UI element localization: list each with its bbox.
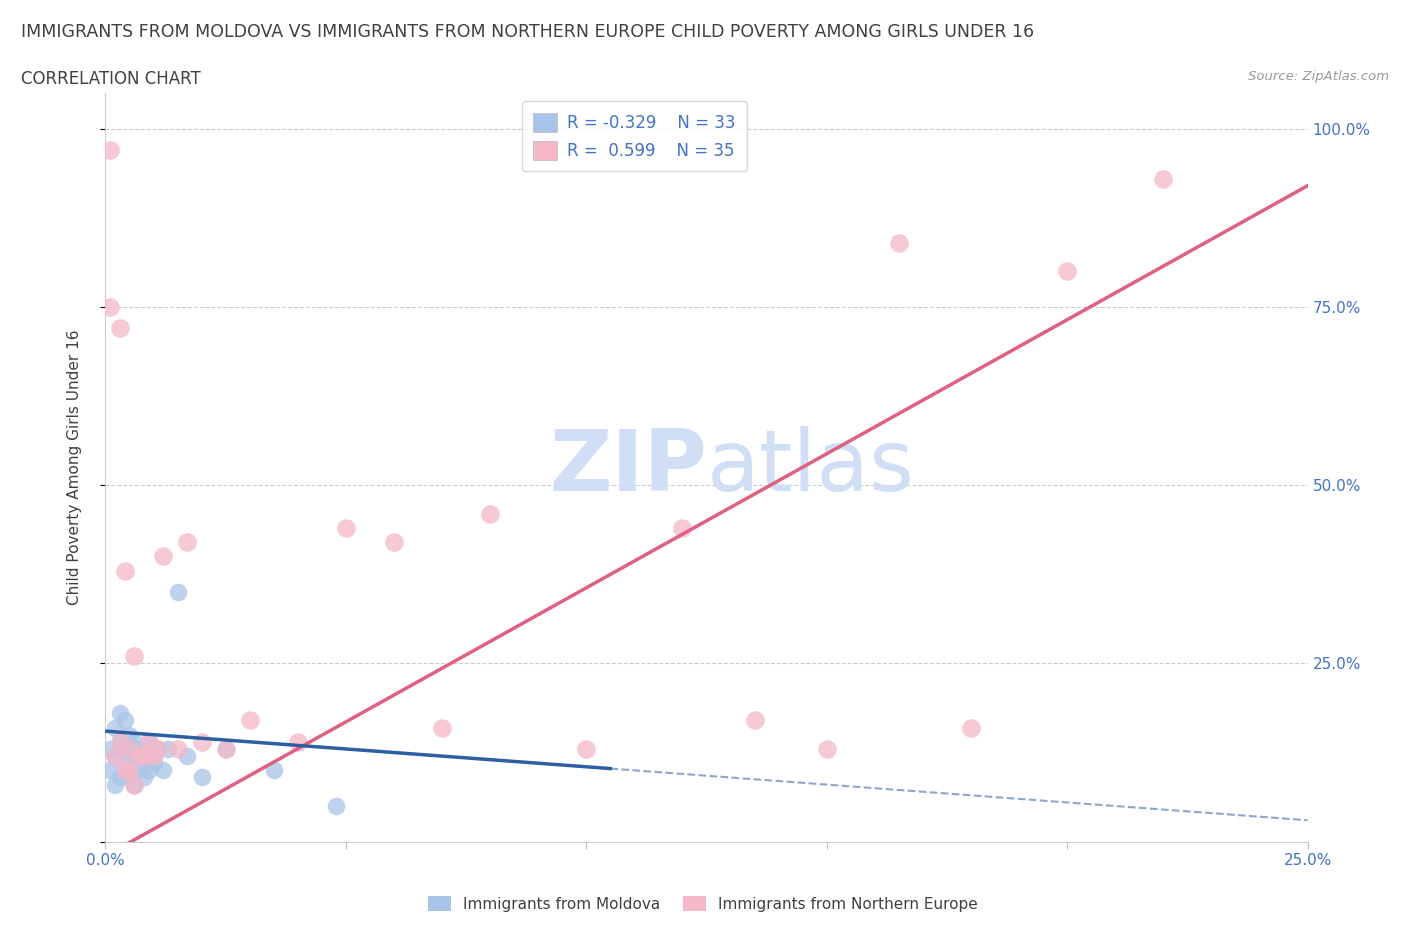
Point [124, 777, 146, 792]
Point [190, 770, 212, 785]
Point [132, 749, 155, 764]
Text: IMMIGRANTS FROM MOLDOVA VS IMMIGRANTS FROM NORTHERN EUROPE CHILD POVERTY AMONG G: IMMIGRANTS FROM MOLDOVA VS IMMIGRANTS FR… [21, 23, 1035, 41]
Point [152, 763, 174, 777]
Point [138, 735, 160, 750]
Point [152, 549, 174, 564]
Point [124, 649, 146, 664]
Point [166, 585, 188, 600]
Point [124, 735, 146, 750]
Point [148, 741, 170, 756]
Point [166, 741, 188, 756]
Point [335, 521, 357, 536]
Y-axis label: Child Poverty Among Girls Under 16: Child Poverty Among Girls Under 16 [67, 329, 82, 605]
Point [479, 506, 502, 521]
Point [104, 777, 127, 792]
Point [239, 713, 262, 728]
Point [128, 749, 150, 764]
Point [176, 535, 198, 550]
Point [156, 741, 179, 756]
Text: Source: ZipAtlas.com: Source: ZipAtlas.com [1249, 70, 1389, 83]
Point [744, 713, 766, 728]
Legend: R = -0.329    N = 33, R =  0.599    N = 35: R = -0.329 N = 33, R = 0.599 N = 35 [522, 101, 747, 171]
Point [104, 749, 127, 764]
Point [575, 741, 598, 756]
Point [108, 735, 131, 750]
Point [98, 142, 121, 157]
Point [671, 521, 693, 536]
Point [118, 763, 141, 777]
Point [108, 735, 131, 750]
Point [325, 799, 347, 814]
Point [128, 763, 150, 777]
Point [815, 741, 838, 756]
Point [176, 749, 198, 764]
Point [118, 770, 141, 785]
Point [98, 763, 121, 777]
Point [430, 720, 453, 735]
Point [142, 749, 165, 764]
Point [118, 727, 141, 742]
Point [1152, 171, 1174, 186]
Point [138, 763, 160, 777]
Point [108, 770, 131, 785]
Point [214, 741, 236, 756]
Point [142, 756, 165, 771]
Point [128, 741, 150, 756]
Point [124, 756, 146, 771]
Point [887, 235, 910, 250]
Point [132, 749, 155, 764]
Point [132, 770, 155, 785]
Point [114, 564, 136, 578]
Point [382, 535, 405, 550]
Point [98, 741, 121, 756]
Text: CORRELATION CHART: CORRELATION CHART [21, 70, 201, 87]
Point [118, 741, 141, 756]
Point [114, 713, 136, 728]
Point [287, 735, 309, 750]
Point [190, 735, 212, 750]
Point [114, 741, 136, 756]
Point [124, 777, 146, 792]
Point [108, 706, 131, 721]
Point [108, 321, 131, 336]
Text: atlas: atlas [707, 426, 914, 509]
Legend: Immigrants from Moldova, Immigrants from Northern Europe: Immigrants from Moldova, Immigrants from… [422, 890, 984, 918]
Point [104, 749, 127, 764]
Text: ZIP: ZIP [548, 426, 707, 509]
Point [118, 749, 141, 764]
Point [214, 741, 236, 756]
Point [148, 741, 170, 756]
Point [138, 735, 160, 750]
Point [104, 720, 127, 735]
Point [960, 720, 983, 735]
Point [263, 763, 285, 777]
Point [114, 763, 136, 777]
Point [114, 763, 136, 777]
Point [98, 299, 121, 314]
Point [1056, 264, 1078, 279]
